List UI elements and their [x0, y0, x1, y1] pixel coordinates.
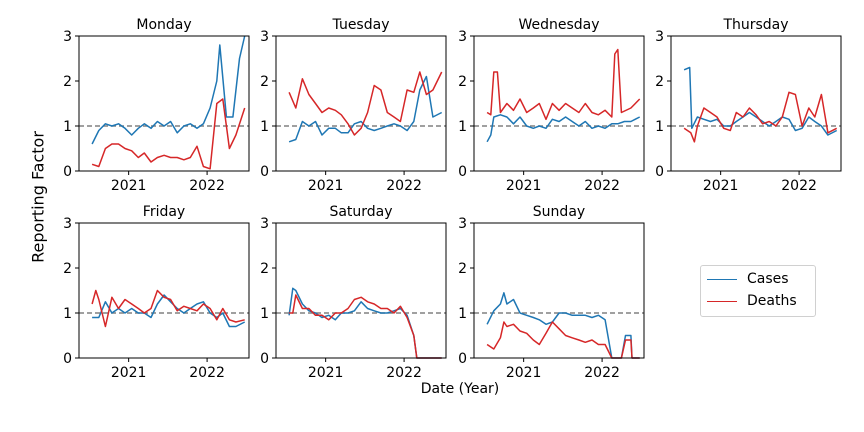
legend-item-cases: Cases: [707, 269, 789, 289]
wednesday-x-tick-label: 2022: [584, 178, 620, 194]
tuesday-title: Tuesday: [332, 17, 390, 33]
tuesday-x-tick-label: 2021: [308, 178, 344, 194]
monday-x-tick-label: 2021: [111, 178, 147, 194]
sunday-y-tick-label: 2: [458, 261, 467, 277]
monday-plot-frame: [78, 35, 250, 172]
panel-friday: 0 1 2 3 2021 2022 Friday: [63, 204, 250, 381]
thursday-y-tick-label: 2: [655, 74, 664, 90]
legend-label-cases: Cases: [747, 271, 789, 287]
tuesday-y-tick-label: 0: [260, 164, 269, 180]
saturday-y-tick-label: 1: [260, 306, 269, 322]
thursday-plot-frame: [670, 35, 842, 172]
sunday-series-deaths: [486, 321, 640, 359]
wednesday-series-cases: [486, 114, 641, 143]
wednesday-plot-frame: [473, 35, 645, 172]
thursday-x-tick-label: 2021: [703, 178, 739, 194]
tuesday-x-tick-label: 2022: [386, 178, 422, 194]
monday-series-deaths: [91, 98, 246, 170]
thursday-y-tick-label: 3: [655, 29, 664, 45]
monday-series-cases: [91, 35, 246, 145]
panel-thursday: 0 1 2 3 2021 2022 Thursday: [655, 17, 842, 194]
saturday-series-deaths: [289, 294, 442, 359]
wednesday-title: Wednesday: [518, 17, 599, 33]
panel-monday: 0 1 2 3 2021 2022 Monday: [63, 17, 250, 194]
thursday-x-tick-label: 2022: [781, 178, 817, 194]
monday-x-tick-label: 2022: [189, 178, 225, 194]
sunday-title: Sunday: [533, 204, 585, 220]
shared-y-axis-label: Reporting Factor: [28, 131, 48, 263]
legend-label-deaths: Deaths: [747, 293, 797, 309]
sunday-y-tick-label: 1: [458, 306, 467, 322]
friday-x-tick-label: 2021: [111, 365, 147, 381]
saturday-x-tick-label: 2021: [308, 365, 344, 381]
saturday-y-tick-label: 0: [260, 351, 269, 367]
sunday-y-tick-label: 0: [458, 351, 467, 367]
legend-swatch-cases: [707, 278, 737, 280]
legend: Cases Deaths: [700, 265, 816, 317]
wednesday-x-tick-label: 2021: [506, 178, 542, 194]
monday-y-tick-label: 2: [63, 74, 72, 90]
friday-y-tick-label: 2: [63, 261, 72, 277]
saturday-plot-frame: [275, 222, 447, 359]
panel-saturday: 0 1 2 3 2021 2022 Saturday: [260, 204, 447, 381]
thursday-y-tick-label: 0: [655, 164, 664, 180]
panel-sunday: 0 1 2 3 2021 2022 Sunday: [458, 204, 645, 381]
tuesday-plot-frame: [275, 35, 447, 172]
friday-series-deaths: [91, 289, 245, 328]
saturday-x-tick-label: 2022: [386, 365, 422, 381]
panel-tuesday: 0 1 2 3 2021 2022 Tuesday: [260, 17, 447, 194]
monday-y-tick-label: 3: [63, 29, 72, 45]
legend-item-deaths: Deaths: [707, 291, 797, 311]
friday-x-tick-label: 2022: [189, 365, 225, 381]
wednesday-y-tick-label: 0: [458, 164, 467, 180]
wednesday-series-deaths: [486, 48, 641, 121]
saturday-y-tick-label: 2: [260, 261, 269, 277]
tuesday-series-deaths: [288, 71, 443, 136]
wednesday-y-tick-label: 3: [458, 29, 467, 45]
shared-x-axis-label: Date (Year): [420, 381, 500, 397]
monday-title: Monday: [136, 17, 191, 33]
monday-y-tick-label: 1: [63, 119, 72, 135]
wednesday-y-tick-label: 1: [458, 119, 467, 135]
thursday-title: Thursday: [722, 17, 788, 33]
sunday-x-tick-label: 2021: [506, 365, 542, 381]
sunday-plot-frame: [473, 222, 645, 359]
tuesday-y-tick-label: 1: [260, 119, 269, 135]
friday-plot-frame: [78, 222, 250, 359]
thursday-y-tick-label: 1: [655, 119, 664, 135]
panel-wednesday: 0 1 2 3 2021 2022 Wednesday: [458, 17, 645, 194]
saturday-series-cases: [288, 287, 442, 359]
friday-y-tick-label: 3: [63, 216, 72, 232]
wednesday-y-tick-label: 2: [458, 74, 467, 90]
tuesday-y-tick-label: 3: [260, 29, 269, 45]
monday-y-tick-label: 0: [63, 164, 72, 180]
thursday-series-deaths: [683, 91, 838, 143]
tuesday-y-tick-label: 2: [260, 74, 269, 90]
thursday-series-cases: [683, 66, 838, 136]
tuesday-series-cases: [288, 75, 443, 143]
sunday-y-tick-label: 3: [458, 216, 467, 232]
legend-swatch-deaths: [707, 300, 737, 302]
friday-y-tick-label: 0: [63, 351, 72, 367]
saturday-y-tick-label: 3: [260, 216, 269, 232]
friday-y-tick-label: 1: [63, 306, 72, 322]
saturday-title: Saturday: [329, 204, 392, 220]
sunday-x-tick-label: 2022: [584, 365, 620, 381]
friday-title: Friday: [143, 204, 185, 220]
